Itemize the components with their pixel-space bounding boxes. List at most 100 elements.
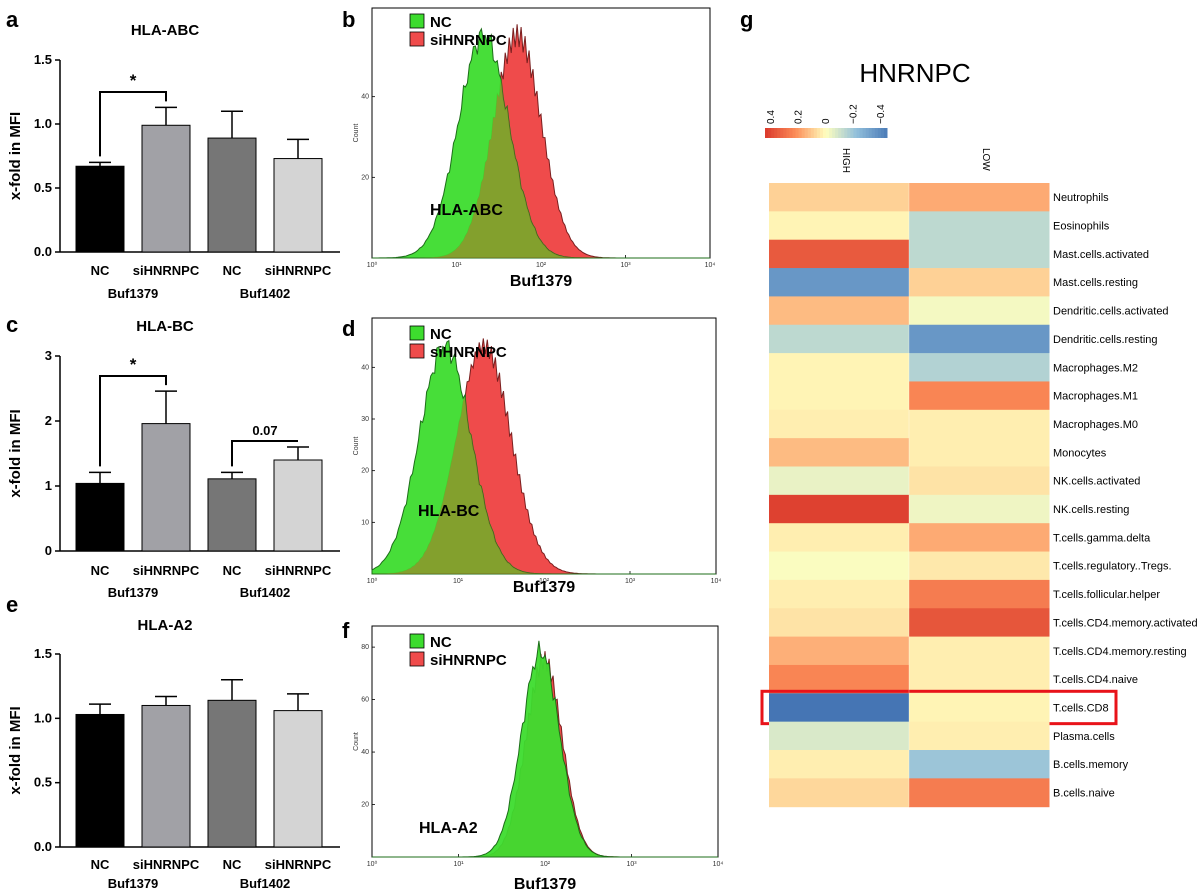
y-axis-label: Count <box>353 732 360 751</box>
bar-chart-hla-bc: HLA-BC 0 1 2 3 x-fold in MFI NC siHNRNPC NC siHNR… <box>7 318 340 600</box>
y-tick-label: 1 <box>45 478 52 493</box>
legend-swatch-sihnrnpc <box>409 651 425 667</box>
heatmap-cell <box>769 608 910 638</box>
colorbar-segment <box>810 128 815 138</box>
heatmap-cell <box>769 693 910 723</box>
heatmap-row-label: Neutrophils <box>1053 192 1109 204</box>
y-axis-label: x-fold in MFI <box>7 409 24 497</box>
bar <box>141 704 191 848</box>
legend-label-nc: NC <box>430 14 452 31</box>
colorbar-tick-label: 0.2 <box>794 110 805 124</box>
y-tick-label: 1.5 <box>34 52 52 67</box>
x-category-label: NC <box>91 263 110 278</box>
x-tick-label: 10⁴ <box>713 861 724 868</box>
heatmap-cell <box>769 721 910 751</box>
colorbar-segment <box>853 128 857 138</box>
heatmap-row-label: Macrophages.M0 <box>1053 419 1138 431</box>
x-tick-label: 10⁰ <box>367 860 378 868</box>
colorbar-tick-label: −0.4 <box>876 104 887 124</box>
heatmap-cell <box>769 183 910 212</box>
colorbar-segment <box>801 128 806 138</box>
heatmap-row-label: T.cells.CD4.memory.activated <box>1053 617 1198 629</box>
heatmap-cell <box>769 523 910 553</box>
colorbar-segment <box>768 128 772 138</box>
histogram-marker-label: HLA-A2 <box>419 820 478 837</box>
significance-label: * <box>130 71 137 90</box>
heatmap-cell <box>769 409 910 439</box>
panel-label-e: e <box>6 592 18 617</box>
colorbar-segment <box>868 128 873 138</box>
x-tick-label: 10³ <box>626 861 637 868</box>
y-tick-label: 1.5 <box>34 646 52 661</box>
panel-label-c: c <box>6 312 18 337</box>
heatmap-cell <box>769 381 910 411</box>
x-category-label: siHNRNPC <box>133 563 200 578</box>
heatmap-row-label: T.cells.CD4.naive <box>1053 674 1138 686</box>
heatmap-row-label: Mast.cells.activated <box>1053 249 1149 261</box>
colorbar-segment <box>850 128 854 138</box>
heatmap-cell <box>909 523 1050 553</box>
heatmap-cell <box>769 239 910 269</box>
group-label: Buf1402 <box>240 286 291 301</box>
chart-title: HLA-ABC <box>131 22 199 39</box>
colorbar-segment <box>871 128 876 138</box>
colorbar-segment <box>832 128 836 138</box>
panel-label-b: b <box>342 7 355 32</box>
heatmap-cell <box>769 750 910 779</box>
heatmap-cell <box>769 466 910 496</box>
x-tick-label: 10¹ <box>453 861 464 868</box>
heatmap-cell <box>909 636 1050 666</box>
colorbar-segment <box>844 128 848 138</box>
heatmap-cell <box>909 778 1050 808</box>
group-label: Buf1402 <box>240 876 291 891</box>
y-tick-label: 1.0 <box>34 710 52 725</box>
y-tick-label: 1.0 <box>34 116 52 131</box>
heatmap-row-label: NK.cells.activated <box>1053 476 1140 488</box>
colorbar-tick-label: −0.2 <box>849 104 860 124</box>
x-tick-label: 10² <box>540 861 551 868</box>
colorbar-segment <box>777 128 781 138</box>
heatmap-cell <box>769 268 910 297</box>
heatmap-cell <box>769 324 910 354</box>
x-tick-label: 10⁴ <box>705 262 716 269</box>
colorbar-tick-label: 0 <box>821 118 832 124</box>
heatmap-row-label: T.cells.CD8 <box>1053 702 1109 714</box>
significance-label: * <box>130 355 137 374</box>
colorbar-segment <box>862 128 867 138</box>
heatmap-row-label: Macrophages.M2 <box>1053 362 1138 374</box>
heatmap-row-label: T.cells.regulatory..Tregs. <box>1053 561 1172 573</box>
colorbar-segment <box>771 128 775 138</box>
bar-chart-hla-a2: HLA-A2 0.0 0.5 1.0 1.5 x-fold in MFI NC siHNRNP… <box>7 617 340 891</box>
legend-swatch-nc <box>409 633 425 649</box>
colorbar-segment <box>780 128 784 138</box>
x-category-label: NC <box>91 563 110 578</box>
histogram-hla-bc: 10 20 30 40 10⁰ 10¹ 10² 10³ 10⁴ Count Buf1379 NCsiH… <box>353 317 721 596</box>
x-category-label: NC <box>223 857 242 872</box>
colorbar-segment <box>783 128 787 138</box>
heatmap-cell <box>909 239 1050 269</box>
heatmap-cell <box>909 466 1050 496</box>
y-axis-label: x-fold in MFI <box>7 706 24 794</box>
histogram-overlap <box>372 397 716 574</box>
y-tick-label: 80 <box>361 644 369 651</box>
colorbar-segment <box>847 128 851 138</box>
heatmap-cell <box>769 551 910 581</box>
colorbar-segment <box>807 128 812 138</box>
x-tick-label: 10⁰ <box>367 261 378 269</box>
group-label: Buf1402 <box>240 585 291 600</box>
heatmap-cell <box>909 664 1050 694</box>
heatmap-cell <box>909 324 1050 354</box>
heatmap-cell <box>769 494 910 524</box>
chart-title: HLA-BC <box>136 318 194 335</box>
x-category-label: NC <box>223 263 242 278</box>
y-tick-label: 20 <box>361 174 369 181</box>
heatmap-cell <box>909 183 1050 212</box>
significance-bracket <box>231 440 298 467</box>
colorbar-segment <box>774 128 778 138</box>
panel-label-g: g <box>740 7 753 32</box>
x-tick-label: 10¹ <box>453 578 464 585</box>
heatmap-row-label: Dendritic.cells.activated <box>1053 306 1169 318</box>
heatmap-column-label: LOW <box>980 148 991 171</box>
heatmap-row-label: T.cells.CD4.memory.resting <box>1053 646 1187 658</box>
heatmap-row-label: T.cells.follicular.helper <box>1053 589 1160 601</box>
